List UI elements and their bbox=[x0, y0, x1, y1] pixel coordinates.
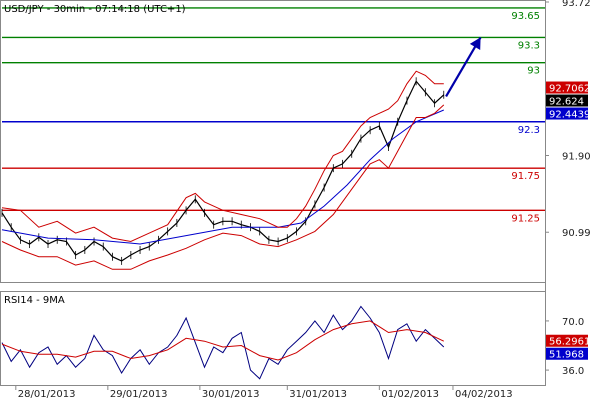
price-box-56-2961 bbox=[546, 334, 588, 347]
price-box-label-92-7062: 92.7062 bbox=[549, 84, 590, 95]
y-tick-label: 90.99 bbox=[562, 228, 590, 239]
level-label-93-3: 93.3 bbox=[518, 40, 540, 51]
level-label-93-65: 93.65 bbox=[511, 11, 540, 22]
price-box-92-624 bbox=[546, 94, 588, 107]
x-tick-label: 29/01/2013 bbox=[110, 389, 168, 400]
price-box-label-51-968: 51.968 bbox=[549, 350, 584, 361]
level-label-91-25: 91.25 bbox=[511, 213, 540, 224]
trend-arrow-shaft bbox=[445, 36, 482, 98]
y-tick-label: 93.72 bbox=[562, 0, 590, 9]
x-tick-label: 04/02/2013 bbox=[455, 389, 513, 400]
level-label-91-75: 91.75 bbox=[511, 171, 540, 182]
price-panel-title: USD/JPY - 30min - 07:14:18 (UTC+1) bbox=[4, 4, 186, 15]
x-tick-label: 28/01/2013 bbox=[18, 389, 76, 400]
x-tick-label: 30/01/2013 bbox=[202, 389, 260, 400]
x-tick-label: 01/02/2013 bbox=[381, 389, 439, 400]
x-tick-label: 31/01/2013 bbox=[289, 389, 347, 400]
price-box-label-56-2961: 56.2961 bbox=[549, 337, 590, 348]
price-box-51-968 bbox=[546, 347, 588, 360]
price-box-92-4439 bbox=[546, 107, 588, 120]
price-series-lower-band bbox=[1, 104, 445, 270]
level-label-93: 93 bbox=[527, 66, 540, 77]
level-label-92-3: 92.3 bbox=[518, 125, 540, 136]
price-box-label-92-4439: 92.4439 bbox=[549, 110, 590, 121]
rsi-series-rsi bbox=[1, 305, 445, 380]
rsi-panel-frame bbox=[0, 291, 546, 386]
price-box-label-92-624: 92.624 bbox=[549, 97, 584, 108]
price-panel-frame bbox=[0, 0, 546, 283]
rsi-series-ma bbox=[1, 320, 445, 361]
y-tick-label: 91.90 bbox=[562, 151, 590, 162]
price-series-upper-band bbox=[1, 70, 444, 243]
rsi-y-tick-label: 36.0 bbox=[562, 366, 584, 377]
rsi-y-tick-label: 70.0 bbox=[562, 317, 584, 328]
trend-arrow-head bbox=[469, 37, 481, 50]
rsi-panel-title: RSI14 - 9MA bbox=[4, 295, 65, 306]
price-box-92-7062 bbox=[546, 81, 588, 94]
